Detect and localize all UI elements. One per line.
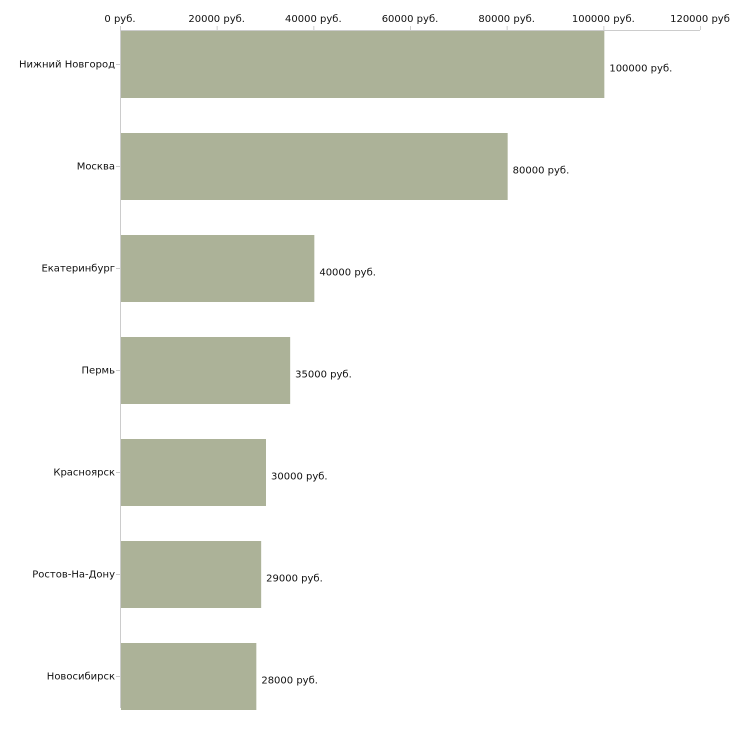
bars	[121, 31, 605, 710]
x-tick-label: 60000 руб.	[382, 14, 439, 25]
value-label: 35000 руб.	[295, 370, 352, 381]
bar	[121, 439, 266, 506]
value-label: 30000 руб.	[271, 472, 328, 483]
category-label: Ростов-На-Дону	[32, 570, 115, 581]
bar	[121, 133, 508, 200]
value-label: 80000 руб.	[513, 166, 570, 177]
bar	[121, 31, 605, 98]
bar	[121, 541, 262, 608]
category-label: Красноярск	[53, 468, 115, 479]
x-tick-label: 20000 руб.	[188, 14, 245, 25]
category-label: Новосибирск	[47, 672, 115, 683]
bar	[121, 235, 315, 302]
bar	[121, 643, 257, 710]
x-axis-ticks: 0 руб. 20000 руб. 40000 руб. 60000 руб. 8000…	[104, 14, 730, 677]
value-label: 40000 руб.	[319, 268, 376, 279]
category-label: Москва	[77, 162, 115, 173]
category-label: Пермь	[82, 366, 116, 377]
x-tick-label: 120000 руб	[670, 14, 730, 25]
x-tick-label: 100000 руб.	[572, 14, 635, 25]
category-label: Екатеринбург	[41, 264, 115, 275]
value-label: 29000 руб.	[266, 574, 323, 585]
value-label: 100000 руб.	[609, 64, 672, 75]
bar	[121, 337, 291, 404]
category-label: Нижний Новгород	[19, 60, 115, 71]
x-tick-label: 40000 руб.	[285, 14, 342, 25]
x-tick-label: 80000 руб.	[478, 14, 535, 25]
labels: Нижний Новгород 100000 руб. Москва 80000 ру…	[19, 60, 672, 687]
x-tick-label: 0 руб.	[104, 14, 135, 25]
value-label: 28000 руб.	[261, 676, 318, 687]
